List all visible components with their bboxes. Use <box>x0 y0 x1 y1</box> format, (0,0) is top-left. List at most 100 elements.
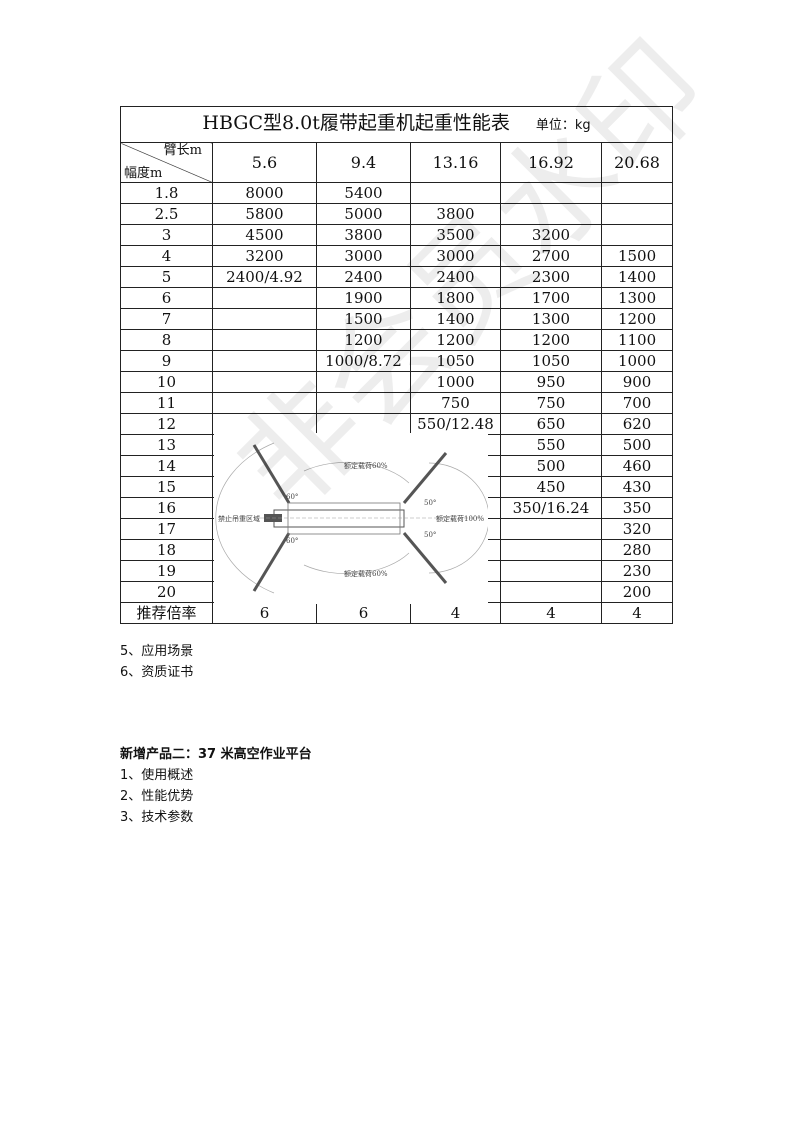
list-item: 1、使用概述 <box>120 768 194 783</box>
ratio-label: 推荐倍率 <box>120 602 213 624</box>
svg-text:60°: 60° <box>286 493 298 501</box>
table-row: 8 1200 1200 1200 1100 <box>120 329 674 351</box>
capacity-cell: 1400 <box>600 266 674 288</box>
corner-header: 臂长m 幅度m <box>120 142 213 183</box>
capacity-cell: 750 <box>500 392 602 414</box>
table-row: 2.5 5800 5000 3800 <box>120 203 674 225</box>
list-item: 5、应用场景 <box>120 644 194 659</box>
capacity-cell: 2400/4.92 <box>212 266 317 288</box>
ratio-cell: 4 <box>600 602 674 624</box>
capacity-cell: 500 <box>600 434 674 456</box>
radius-cell: 3 <box>120 224 213 246</box>
capacity-cell: 1300 <box>600 287 674 309</box>
capacity-cell: 8000 <box>212 182 317 204</box>
capacity-cell <box>212 287 317 309</box>
ratio-cell: 4 <box>410 602 501 624</box>
list-item: 6、资质证书 <box>120 665 194 680</box>
capacity-cell: 950 <box>500 371 602 393</box>
capacity-cell: 3000 <box>316 245 411 267</box>
capacity-cell: 2700 <box>500 245 602 267</box>
rated-100-label: 额定载荷100% <box>436 514 484 523</box>
ratio-cell: 6 <box>316 602 411 624</box>
radius-cell: 8 <box>120 329 213 351</box>
radius-cell: 1.8 <box>120 182 213 204</box>
capacity-cell: 5000 <box>316 203 411 225</box>
list-item: 2、性能优势 <box>120 789 194 804</box>
working-range-diagram: 禁止吊重区域 额定载荷60% 额定载荷60% 额定载荷100% 60° 60° … <box>214 433 490 604</box>
capacity-cell <box>500 539 602 561</box>
capacity-cell: 450 <box>500 476 602 498</box>
radius-cell: 16 <box>120 497 213 519</box>
capacity-cell: 2400 <box>410 266 501 288</box>
radius-cell: 2.5 <box>120 203 213 225</box>
capacity-cell: 280 <box>600 539 674 561</box>
boom-length-header: 16.92 <box>500 142 602 183</box>
table-title: HBGC型8.0t履带起重机起重性能表 单位：kg <box>119 106 674 143</box>
table-row: 1.8 8000 5400 <box>120 182 674 204</box>
boom-length-header: 5.6 <box>212 142 317 183</box>
capacity-cell: 620 <box>600 413 674 435</box>
capacity-cell: 1000 <box>410 371 501 393</box>
table-row: 3 4500 3800 3500 3200 <box>120 224 674 246</box>
radius-cell: 7 <box>120 308 213 330</box>
capacity-cell: 350/16.24 <box>500 497 602 519</box>
radius-cell: 14 <box>120 455 213 477</box>
capacity-cell: 5400 <box>316 182 411 204</box>
capacity-cell: 2300 <box>500 266 602 288</box>
capacity-cell: 5800 <box>212 203 317 225</box>
radius-cell: 15 <box>120 476 213 498</box>
radius-cell: 6 <box>120 287 213 309</box>
radius-cell: 9 <box>120 350 213 372</box>
svg-text:50°: 50° <box>424 499 436 507</box>
svg-text:50°: 50° <box>424 531 436 539</box>
capacity-cell: 500 <box>500 455 602 477</box>
rated-60-top-label: 额定载荷60% <box>344 461 388 470</box>
capacity-cell <box>500 560 602 582</box>
capacity-cell: 320 <box>600 518 674 540</box>
capacity-cell: 1100 <box>600 329 674 351</box>
radius-cell: 17 <box>120 518 213 540</box>
boom-length-header: 20.68 <box>600 142 674 183</box>
unit-label: 单位：kg <box>535 118 591 133</box>
ratio-cell: 6 <box>212 602 317 624</box>
capacity-cell: 1900 <box>316 287 411 309</box>
capacity-cell: 3200 <box>500 224 602 246</box>
ratio-row: 推荐倍率 6 6 4 4 4 <box>120 602 674 624</box>
section-heading: 新增产品二：37 米高空作业平台 <box>120 747 312 762</box>
capacity-cell: 430 <box>600 476 674 498</box>
boom-length-header: 9.4 <box>316 142 411 183</box>
capacity-cell: 1050 <box>500 350 602 372</box>
capacity-cell: 700 <box>600 392 674 414</box>
ratio-cell: 4 <box>500 602 602 624</box>
radius-cell: 18 <box>120 539 213 561</box>
capacity-cell: 200 <box>600 581 674 603</box>
capacity-cell: 4500 <box>212 224 317 246</box>
table-row: 4 3200 3000 3000 2700 1500 <box>120 245 674 267</box>
radius-cell: 4 <box>120 245 213 267</box>
table-row: 12 550/12.48 650 620 <box>120 413 674 435</box>
boom-length-header: 13.16 <box>410 142 501 183</box>
capacity-cell: 550 <box>500 434 602 456</box>
capacity-cell: 1000 <box>600 350 674 372</box>
capacity-cell <box>500 518 602 540</box>
capacity-cell: 650 <box>500 413 602 435</box>
capacity-cell: 1500 <box>600 245 674 267</box>
radius-cell: 10 <box>120 371 213 393</box>
capacity-cell: 3200 <box>212 245 317 267</box>
radius-cell: 13 <box>120 434 213 456</box>
list-item: 3、技术参数 <box>120 810 194 825</box>
svg-text:60°: 60° <box>286 537 298 545</box>
radius-cell: 19 <box>120 560 213 582</box>
table-row: 9 1000/8.72 1050 1050 1000 <box>120 350 674 372</box>
capacity-cell <box>500 581 602 603</box>
radius-cell: 5 <box>120 266 213 288</box>
capacity-cell: 900 <box>600 371 674 393</box>
capacity-cell: 350 <box>600 497 674 519</box>
table-row: 6 1900 1800 1700 1300 <box>120 287 674 309</box>
no-lift-zone-label: 禁止吊重区域 <box>218 514 260 523</box>
rated-60-bottom-label: 额定载荷60% <box>344 569 388 578</box>
radius-cell: 20 <box>120 581 213 603</box>
capacity-cell: 1200 <box>600 308 674 330</box>
capacity-cell: 1200 <box>410 329 501 351</box>
